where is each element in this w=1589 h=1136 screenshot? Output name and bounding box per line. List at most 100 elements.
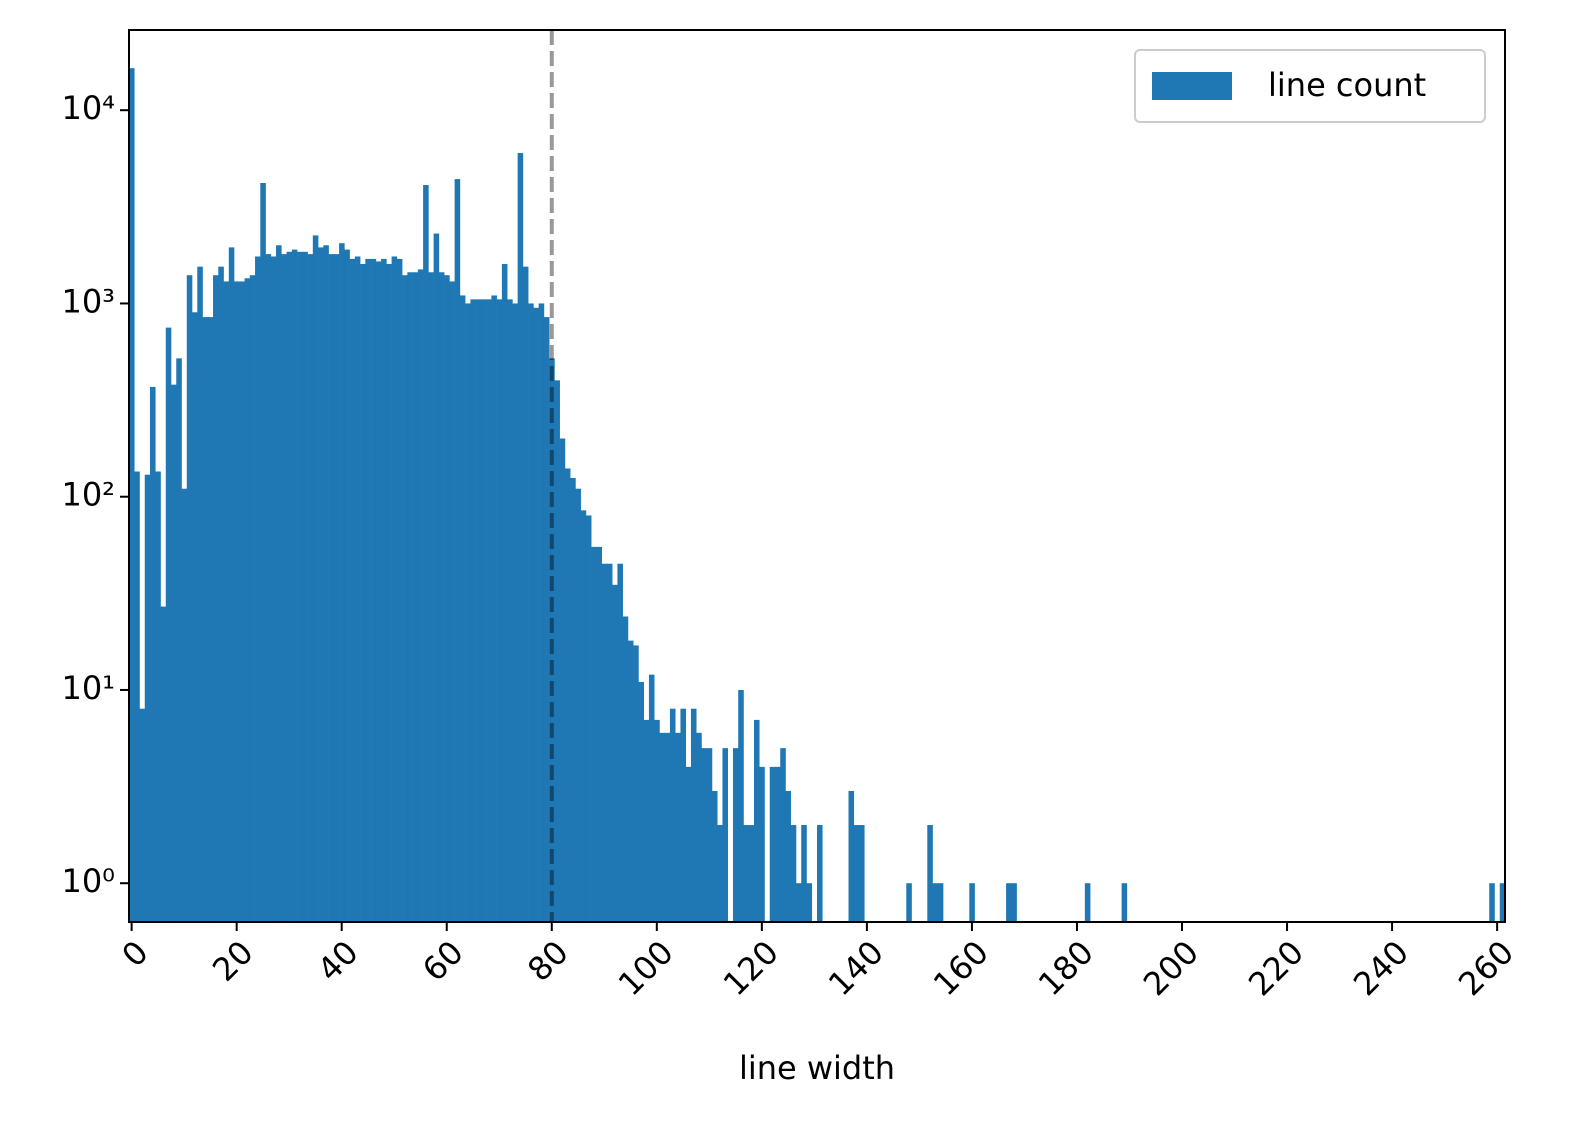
- bar: [627, 640, 634, 922]
- bar: [969, 883, 975, 922]
- bar: [234, 281, 240, 922]
- plot-frame: [128, 29, 1506, 923]
- y-tick-label: 10⁴: [61, 89, 115, 127]
- bar: [396, 258, 403, 923]
- bar: [444, 275, 450, 923]
- bar: [606, 563, 613, 922]
- bar: [370, 258, 377, 923]
- bar: [528, 303, 534, 922]
- bar: [391, 256, 398, 922]
- bar: [617, 563, 623, 922]
- bar: [591, 546, 597, 922]
- bar: [323, 245, 329, 922]
- bar: [648, 674, 655, 922]
- bar: [795, 883, 802, 922]
- bar: [328, 254, 335, 923]
- bar: [785, 791, 792, 922]
- bar: [223, 281, 230, 922]
- bar: [407, 272, 413, 922]
- bar: [129, 68, 135, 922]
- bar: [769, 766, 776, 922]
- bar: [690, 708, 697, 922]
- bar: [454, 179, 461, 923]
- bar: [333, 254, 340, 923]
- bar: [475, 299, 482, 922]
- bar: [659, 732, 665, 922]
- bar: [465, 303, 471, 922]
- bar: [675, 732, 681, 922]
- bar: [165, 327, 172, 923]
- bar: [207, 317, 214, 922]
- bar: [302, 251, 308, 922]
- bar: [669, 708, 676, 922]
- bar: [291, 249, 298, 922]
- bar: [423, 185, 429, 923]
- bar: [155, 471, 161, 922]
- bar: [612, 584, 618, 922]
- bar: [685, 766, 692, 922]
- bar: [817, 825, 823, 922]
- bar: [412, 272, 419, 922]
- bar: [270, 256, 277, 922]
- bar: [711, 791, 718, 922]
- bar: [1121, 883, 1128, 922]
- x-tick-label: 180: [1031, 933, 1101, 1003]
- bar: [801, 825, 807, 922]
- bar: [601, 563, 608, 922]
- bar: [806, 883, 813, 922]
- bar: [486, 299, 492, 922]
- bar: [596, 546, 602, 922]
- y-tick-label: 10¹: [61, 669, 115, 707]
- bar: [538, 303, 545, 922]
- x-tick-label: 140: [821, 933, 891, 1003]
- bar: [1084, 883, 1091, 922]
- bar: [580, 510, 587, 922]
- bar: [575, 488, 581, 922]
- bar: [186, 275, 193, 923]
- bar: [433, 233, 440, 922]
- bar: [853, 825, 860, 922]
- y-tick-label: 10²: [61, 476, 115, 514]
- bar: [1489, 883, 1495, 922]
- bar: [160, 606, 167, 922]
- bar: [276, 245, 282, 922]
- bar: [307, 254, 314, 923]
- bar: [197, 266, 203, 922]
- bar: [354, 256, 361, 922]
- bar: [722, 748, 729, 922]
- y-tick-label: 10⁰: [61, 862, 115, 900]
- bar: [491, 295, 497, 922]
- bar: [470, 299, 476, 922]
- bar: [312, 235, 319, 922]
- bar: [386, 264, 392, 922]
- legend-box: [1134, 49, 1486, 123]
- bar: [732, 748, 739, 922]
- bar: [549, 358, 555, 922]
- bar: [570, 477, 576, 922]
- bar: [507, 299, 513, 922]
- bar: [339, 243, 345, 922]
- bar: [480, 299, 487, 922]
- legend-swatch: [1152, 72, 1232, 100]
- bar: [176, 358, 182, 922]
- bar: [365, 258, 371, 923]
- bar: [192, 312, 198, 922]
- bar: [255, 256, 261, 922]
- bar: [449, 281, 455, 922]
- bar: [318, 247, 324, 922]
- bar: [680, 708, 687, 922]
- bar: [790, 825, 797, 922]
- bar: [381, 258, 387, 923]
- bar: [585, 515, 592, 922]
- bar: [859, 825, 865, 922]
- bar: [260, 183, 266, 923]
- bar: [932, 883, 939, 922]
- bar: [144, 474, 151, 922]
- bar: [937, 883, 944, 922]
- bar: [417, 269, 424, 922]
- bar: [533, 307, 539, 922]
- bar: [654, 719, 660, 922]
- bar: [181, 488, 188, 922]
- bar: [638, 681, 644, 922]
- x-tick-label: 40: [310, 933, 366, 989]
